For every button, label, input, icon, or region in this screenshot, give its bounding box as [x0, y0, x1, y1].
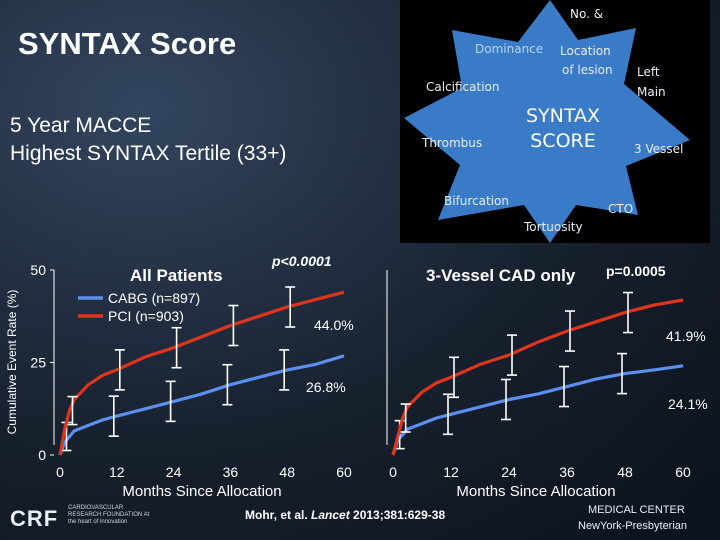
star-label-main: Main: [637, 85, 666, 99]
x-tick-label: 48: [279, 464, 295, 480]
x-tick-label: 0: [56, 464, 64, 480]
star-center-line-1: SYNTAX: [526, 105, 600, 127]
medical-center-label: MEDICAL CENTER: [588, 504, 685, 516]
subtitle-line-2: Highest SYNTAX Tertile (33+): [10, 142, 287, 165]
star-label-left: Left: [637, 65, 660, 79]
star-label-3-vessel: 3 Vessel: [634, 142, 683, 156]
y-tick-label: 50: [30, 262, 46, 278]
star-label-cto: CTO: [608, 202, 633, 216]
x-tick-label: 24: [501, 464, 517, 480]
y-tick-label: 25: [30, 355, 46, 371]
x-tick-label: 24: [166, 464, 182, 480]
series-line-pci: [58, 290, 345, 456]
p-value-label: p<0.0001: [271, 253, 332, 269]
end-value-label: 41.9%: [666, 328, 706, 344]
crf-tagline: CARDIOVASCULAR RESEARCH FOUNDATION At th…: [68, 505, 150, 525]
x-tick-label: 12: [109, 464, 125, 480]
x-tick-label: 36: [223, 464, 239, 480]
legend-label: CABG (n=897): [108, 290, 200, 306]
series-line-cabg: [391, 364, 684, 456]
y-tick-label: 0: [38, 447, 46, 463]
x-tick-label: 60: [675, 464, 691, 480]
chart-3-vessel: 0 12 24 36 48 60 Months Since Allocation 3-Vess…: [386, 263, 708, 500]
star-center-line-2: SCORE: [530, 130, 596, 152]
x-tick-label: 36: [559, 464, 575, 480]
slide-title: SYNTAX Score: [18, 26, 237, 61]
chart-title: All Patients: [130, 266, 223, 285]
star-label-of-lesion: of lesion: [562, 63, 613, 77]
y-axis-label: Cumulative Event Rate (%): [5, 290, 19, 435]
chart-title: 3-Vessel CAD only: [426, 266, 576, 285]
chart-all-patients: 0 12 24 36 48 60 0 25 50 Months Since Allocation A…: [30, 253, 353, 500]
citation: Mohr, et al. Lancet 2013;381:629-38: [245, 508, 445, 522]
nyp-logo-text: NewYork-Presbyterian: [578, 520, 688, 532]
star-label-tortuosity: Tortuosity: [523, 220, 583, 234]
end-value-label: 44.0%: [314, 317, 354, 333]
x-tick-label: 0: [389, 464, 397, 480]
x-tick-label: 48: [617, 464, 633, 480]
slide-subtitle: 5 Year MACCE Highest SYNTAX Tertile (33+…: [10, 112, 286, 168]
x-tick-label: 12: [443, 464, 459, 480]
subtitle-line-1: 5 Year MACCE: [10, 114, 152, 137]
series-line-cabg: [58, 354, 345, 456]
x-tick-label: 60: [336, 464, 352, 480]
star-label-location: Location: [560, 44, 611, 58]
star-label-calcification: Calcification: [426, 80, 500, 94]
end-value-label: 26.8%: [306, 379, 346, 395]
end-value-label: 24.1%: [668, 396, 708, 412]
star-label-thrombus: Thrombus: [421, 136, 482, 150]
p-value-label: p=0.0005: [606, 263, 666, 279]
star-label-no: No. &: [570, 7, 603, 21]
series-line-pci: [391, 298, 684, 456]
legend-label: PCI (n=903): [108, 308, 184, 324]
x-axis-label: Months Since Allocation: [122, 483, 281, 500]
crf-logo: CRF: [10, 506, 59, 531]
x-axis-label: Months Since Allocation: [456, 483, 615, 500]
syntax-star-shape: [404, 0, 690, 243]
syntax-score-diagram: Dominance No. & Location of lesion Left …: [400, 0, 710, 243]
star-label-bifurcation: Bifurcation: [444, 194, 509, 208]
star-label-dominance: Dominance: [475, 42, 543, 56]
